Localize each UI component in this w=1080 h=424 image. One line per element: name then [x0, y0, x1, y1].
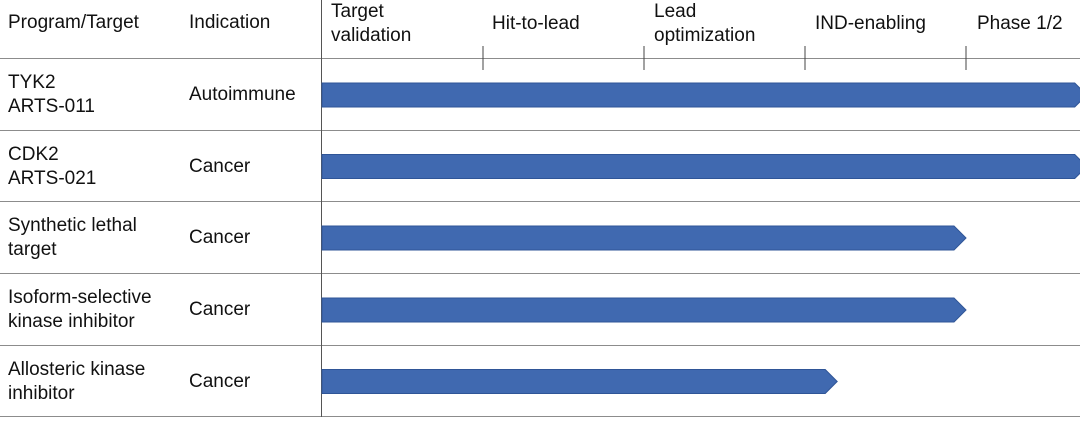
- stage-label: Hit-to-lead: [492, 13, 580, 34]
- program-name: TYK2 ARTS-011: [8, 72, 95, 117]
- program-name: Allosteric kinase inhibitor: [8, 358, 146, 404]
- progress-bar: [321, 369, 838, 394]
- indication-label: Cancer: [189, 299, 251, 320]
- row-divider: [0, 201, 1080, 202]
- indication-label: Cancer: [189, 227, 251, 248]
- row-divider: [0, 345, 1080, 346]
- header-program: Program/Target: [8, 12, 139, 33]
- row-divider: [0, 130, 1080, 131]
- table-bottom-border: [0, 416, 1080, 417]
- stage-label: IND-enabling: [815, 13, 926, 34]
- row-divider: [0, 273, 1080, 274]
- program-name: Isoform-selective kinase inhibitor: [8, 287, 152, 332]
- progress-bar: [321, 154, 1080, 179]
- stage-label: Target validation: [331, 1, 411, 46]
- indication-label: Autoimmune: [189, 84, 296, 105]
- indication-label: Cancer: [189, 155, 251, 177]
- chart-left-border: [321, 0, 322, 417]
- indication-label: Cancer: [189, 370, 251, 392]
- program-name: CDK2 ARTS-021: [8, 143, 97, 189]
- progress-bar: [321, 225, 967, 251]
- header-indication: Indication: [189, 12, 271, 33]
- progress-bar: [321, 82, 1080, 108]
- stage-label: Phase 1/2: [977, 13, 1063, 34]
- header-divider: [0, 58, 1080, 59]
- program-name: Synthetic lethal target: [8, 215, 137, 260]
- stage-label: Lead optimization: [654, 1, 755, 46]
- progress-bar: [321, 297, 967, 323]
